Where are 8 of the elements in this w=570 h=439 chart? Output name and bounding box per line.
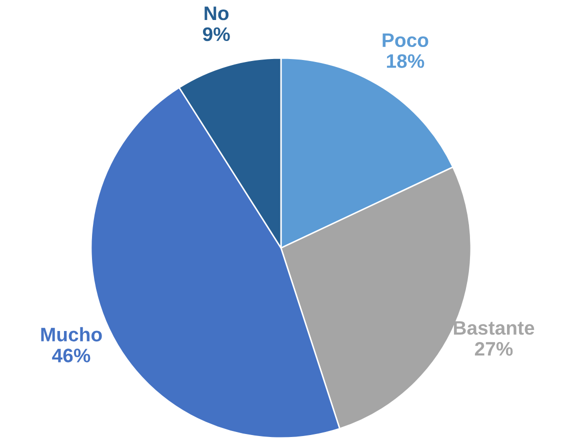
data-label: 46%	[52, 348, 90, 362]
slice-label: Mucho	[41, 327, 102, 342]
data-label: 27%	[474, 342, 513, 356]
data-label: 18%	[386, 54, 424, 68]
slice-label: No	[204, 6, 229, 20]
slice-label: Bastante	[454, 321, 534, 335]
data-label: 9%	[202, 27, 230, 42]
slice-label: Poco	[382, 33, 428, 48]
